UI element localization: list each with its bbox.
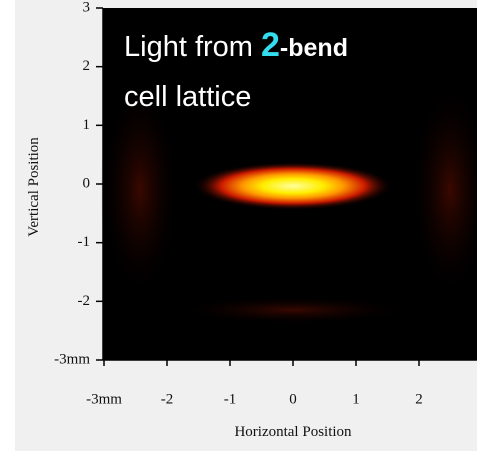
y-tick-label: 0 <box>83 175 91 191</box>
y-tick-label: -3mm <box>54 351 90 367</box>
y-tick-label: -1 <box>78 234 91 250</box>
y-tick-label: -2 <box>78 293 91 309</box>
y-tick-label: 2 <box>83 58 91 74</box>
chart: Light from 2-bend cell lattice Horizonta… <box>0 0 477 451</box>
x-tick-label: 0 <box>289 391 297 407</box>
light-spot <box>193 162 393 210</box>
faint-ring <box>173 296 413 324</box>
x-tick-label: -1 <box>224 391 237 407</box>
x-tick-label: 2 <box>415 391 423 407</box>
annotation-number: 2 <box>261 26 280 64</box>
y-tick-label: 3 <box>83 0 91 15</box>
annotation-text: Light from <box>124 31 261 63</box>
x-axis-label: Horizontal Position <box>234 424 352 440</box>
y-axis-label: Vertical Position <box>26 137 42 237</box>
x-tick-label: -2 <box>161 391 174 407</box>
annotation-text: cell lattice <box>124 81 251 113</box>
annotation-text: -bend <box>280 34 348 62</box>
x-tick-label: 1 <box>352 391 360 407</box>
y-tick-label: 1 <box>83 117 91 133</box>
page: Light from 2-bend cell lattice Horizonta… <box>0 0 477 451</box>
faint-lobe <box>100 80 180 300</box>
x-tick-label: -3mm <box>86 391 122 407</box>
